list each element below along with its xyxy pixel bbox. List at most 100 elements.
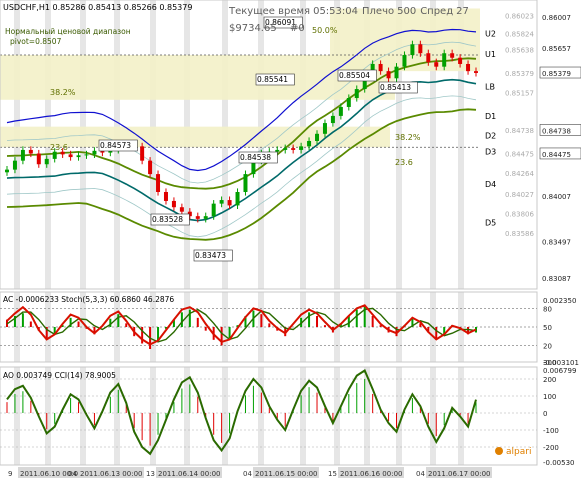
date-box [78,467,144,478]
price-tick: 0.85638 [505,47,534,55]
session-stripe [430,0,436,289]
pivot-label: pivot=0.8507 [10,37,62,46]
stoch-main-line [6,304,477,346]
candle-body [163,192,168,201]
session-stripe [184,292,190,362]
fib-label: 23.6 [50,143,68,152]
price-tick: 0.84264 [505,170,534,178]
price-marker-label: 0.83473 [195,251,226,260]
alpari-logo: alpari [495,447,531,457]
price-marker-box [337,69,377,82]
date-box [338,467,404,478]
lower-ma [6,108,477,241]
price-tick-right: 0.85379 [542,70,571,78]
session-stripe [114,367,120,465]
price-marker-label: 0.83528 [152,215,183,224]
candle-body [362,75,367,90]
ao-cci-axis-label: 0 [543,410,547,418]
price-marker-label: 0.84538 [240,153,271,162]
fib-label: 50.0% [312,26,338,35]
svg-text:alpari: alpari [506,447,531,457]
cci-line [6,369,477,456]
candle-body [187,211,192,217]
price-marker-box [255,73,295,86]
candle-body [315,133,320,141]
fib-label: 38.2% [395,133,421,142]
session-stripe [45,367,51,465]
fib-label: 23.6 [395,158,413,167]
date-box [156,467,222,478]
session-stripe [396,367,402,465]
candle-body [235,192,240,206]
ac-stoch-axis-label: 80 [543,305,552,313]
candle-body [386,71,391,79]
price-tick: 0.84738 [505,127,534,135]
candle-body [12,160,17,170]
price-tick: 0.86023 [505,13,534,21]
candle-body [179,207,184,212]
date-prefix: 04 [416,470,425,478]
date-prefix: 04 [68,470,77,478]
session-stripe [150,367,156,465]
stoch-signal-line [6,307,477,343]
ac-stoch-axis-label: 20 [543,343,552,351]
price-tick: 0.85157 [505,90,534,98]
candle-body [275,149,280,152]
price-marker-label: 0.84573 [100,141,131,150]
candle-body [52,151,57,159]
candle-body [251,160,256,175]
candle-body [227,200,232,206]
price-tick-box [539,124,581,136]
session-stripe [80,292,86,362]
candle-body [195,216,200,219]
price-tick-right: 0.84738 [542,127,571,135]
date-label: 2011.06.14 00:00 [158,470,220,478]
candle-body [60,151,65,155]
price-tick: 0.83586 [505,230,534,238]
ao-cci-axis-label: -200 [543,444,559,452]
candle-body [330,115,335,124]
session-stripe [458,0,464,289]
candle-body [283,148,288,150]
candle-body [338,106,343,116]
candle-body [28,149,33,154]
session-stripe [222,367,228,465]
range-title: Нормальный ценовой диапазон [5,27,131,36]
session-stripe [14,367,20,465]
pivot-level-d4: D4 [485,180,496,189]
price-tick-right: 0.85657 [542,45,571,53]
candle-body [68,154,73,158]
session-stripe [258,367,264,465]
ao-cci-axis-label: -100 [543,427,559,435]
pivot-level-u1: U1 [485,50,496,59]
ao-cci-title: AO 0.003749 CCI(14) 78.9005 [3,371,116,380]
price-marker-box [378,81,418,94]
candle-body [322,123,327,134]
price-tick-box [539,147,581,160]
session-stripe [364,292,370,362]
fib-label: 38.2% [50,88,76,97]
session-stripe [184,367,190,465]
hash-value: #0 [290,23,305,34]
candle-body [402,55,407,67]
pivot-level-d1: D1 [485,112,496,121]
candle-body [466,63,471,72]
date-prefix: 13 [146,470,155,478]
candle-body [100,150,105,153]
price-tick-right: 0.86007 [542,14,571,22]
candle-body [140,146,145,161]
candle-body [84,154,89,156]
candle-body [171,200,176,208]
price-tick: 0.85379 [505,70,534,78]
ac-stoch-indicator: AC -0.0006233 Stoch(5,3,3) 60.6860 46.28… [0,295,579,367]
candle-body [211,203,216,217]
session-stripe [430,367,436,465]
candle-body [307,140,312,147]
price-marker-label: 0.85541 [257,75,288,84]
candle-body [474,71,478,73]
date-box [426,467,492,478]
date-prefix: 15 [328,470,337,478]
session-stripe [396,292,402,362]
date-label: 2011.06.15 00:00 [255,470,317,478]
